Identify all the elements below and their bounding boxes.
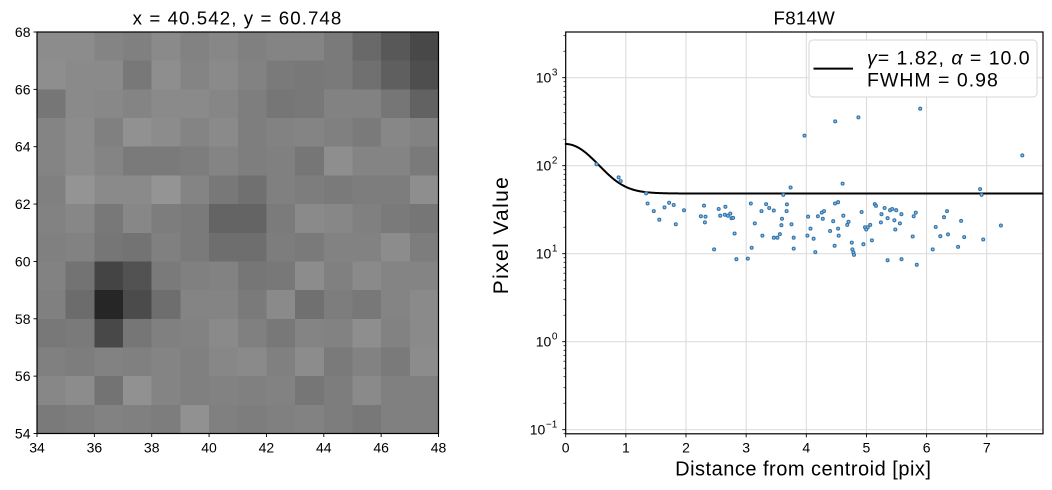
svg-text:66: 66: [15, 81, 31, 97]
svg-text:44: 44: [316, 440, 332, 456]
svg-text:38: 38: [144, 440, 160, 456]
svg-text:1: 1: [622, 440, 630, 456]
svg-text:54: 54: [15, 426, 31, 442]
svg-text:42: 42: [259, 440, 275, 456]
svg-text:64: 64: [15, 139, 31, 155]
svg-text:4: 4: [802, 440, 810, 456]
svg-text:x = 40.542, y = 60.748: x = 40.542, y = 60.748: [133, 7, 343, 28]
svg-text:62: 62: [15, 196, 31, 212]
svg-text:10: 10: [536, 246, 552, 262]
svg-text:34: 34: [29, 440, 45, 456]
svg-text:36: 36: [87, 440, 103, 456]
svg-text:−1: −1: [546, 420, 558, 431]
svg-text:0: 0: [552, 332, 558, 343]
svg-text:F814W: F814W: [774, 7, 836, 28]
svg-text:1: 1: [552, 244, 558, 255]
svg-text:58: 58: [15, 311, 31, 327]
svg-text:46: 46: [373, 440, 389, 456]
svg-text:2: 2: [552, 156, 558, 167]
svg-text:10: 10: [530, 422, 546, 438]
svg-text:60: 60: [15, 253, 31, 269]
svg-text:Pixel Value: Pixel Value: [490, 176, 513, 294]
svg-text:48: 48: [431, 440, 447, 456]
svg-text:6: 6: [923, 440, 931, 456]
svg-text:10: 10: [536, 334, 552, 350]
svg-text:56: 56: [15, 368, 31, 384]
svg-text:Distance from centroid [pix]: Distance from centroid [pix]: [675, 459, 931, 481]
svg-text:FWHM = 0.98: FWHM = 0.98: [867, 70, 999, 92]
svg-text:γ= 1.82, α = 10.0: γ= 1.82, α = 10.0: [867, 48, 1031, 70]
svg-text:10: 10: [536, 70, 552, 86]
svg-text:68: 68: [15, 24, 31, 40]
svg-text:10: 10: [536, 158, 552, 174]
svg-text:40: 40: [201, 440, 217, 456]
svg-text:2: 2: [682, 440, 690, 456]
svg-text:3: 3: [742, 440, 750, 456]
svg-text:0: 0: [562, 440, 570, 456]
svg-text:3: 3: [552, 68, 558, 79]
svg-text:7: 7: [983, 440, 991, 456]
svg-text:5: 5: [863, 440, 871, 456]
